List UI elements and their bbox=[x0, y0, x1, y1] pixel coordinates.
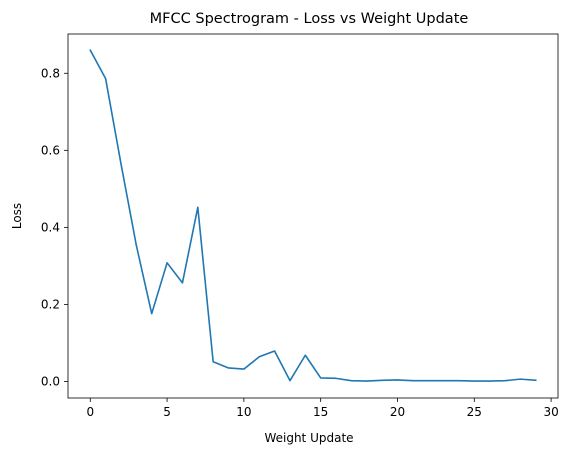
series-layer bbox=[89, 49, 537, 382]
x-axis: 0 5 10 15 20 25 30 bbox=[86, 398, 559, 419]
plot-area bbox=[68, 34, 558, 398]
x-tick-label: 30 bbox=[543, 405, 558, 419]
y-tick-label: 0.6 bbox=[41, 144, 60, 158]
x-tick-label: 10 bbox=[236, 405, 251, 419]
x-tick-label: 0 bbox=[86, 405, 94, 419]
y-axis-label: Loss bbox=[10, 203, 24, 229]
x-axis-label: Weight Update bbox=[264, 431, 353, 445]
y-axis: 0.0 0.2 0.4 0.6 0.8 bbox=[41, 66, 68, 389]
chart-title: MFCC Spectrogram - Loss vs Weight Update bbox=[150, 11, 469, 27]
plot-border bbox=[67, 33, 559, 399]
y-tick-label: 0.4 bbox=[41, 221, 60, 235]
y-tick-label: 0.0 bbox=[41, 375, 60, 389]
x-tick-label: 5 bbox=[163, 405, 171, 419]
axes-frame bbox=[67, 33, 559, 399]
y-tick-label: 0.2 bbox=[41, 298, 60, 312]
y-tick-label: 0.8 bbox=[41, 66, 60, 80]
x-tick-label: 25 bbox=[467, 405, 482, 419]
loss-series-line bbox=[89, 49, 537, 382]
x-tick-label: 15 bbox=[313, 405, 328, 419]
x-tick-label: 20 bbox=[390, 405, 405, 419]
